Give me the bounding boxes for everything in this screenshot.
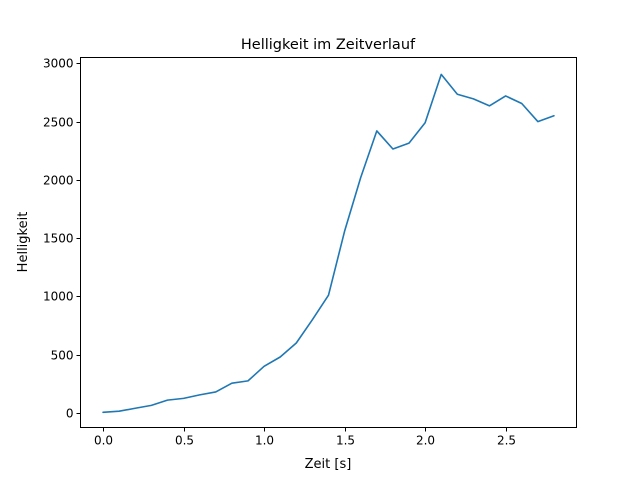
y-axis-label: Helligkeit bbox=[16, 212, 31, 273]
y-tick-label: 2000 bbox=[43, 174, 74, 188]
y-tick-label: 1000 bbox=[43, 290, 74, 304]
y-tick-label: 500 bbox=[51, 349, 74, 363]
x-tick-label: 2.5 bbox=[497, 434, 516, 448]
x-axis: 0.0 0.5 1.0 1.5 2.0 2.5 bbox=[94, 427, 516, 448]
series-layer bbox=[102, 73, 555, 414]
chart-title: Helligkeit im Zeitverlauf bbox=[241, 37, 416, 53]
y-axis: 0 500 1000 1500 2000 2500 3000 bbox=[43, 57, 81, 421]
x-tick-label: 1.0 bbox=[255, 434, 274, 448]
x-tick-label: 1.5 bbox=[336, 434, 355, 448]
y-tick-label: 0 bbox=[66, 407, 74, 421]
x-axis-label: Zeit [s] bbox=[305, 457, 352, 472]
y-tick-label: 2500 bbox=[43, 116, 74, 130]
x-tick-label: 0.5 bbox=[175, 434, 194, 448]
series-line bbox=[102, 73, 555, 414]
y-tick-label: 3000 bbox=[43, 57, 74, 71]
y-tick-label: 1500 bbox=[43, 232, 74, 246]
x-tick-label: 2.0 bbox=[416, 434, 435, 448]
x-tick-label: 0.0 bbox=[94, 434, 113, 448]
plot-area bbox=[80, 57, 577, 428]
